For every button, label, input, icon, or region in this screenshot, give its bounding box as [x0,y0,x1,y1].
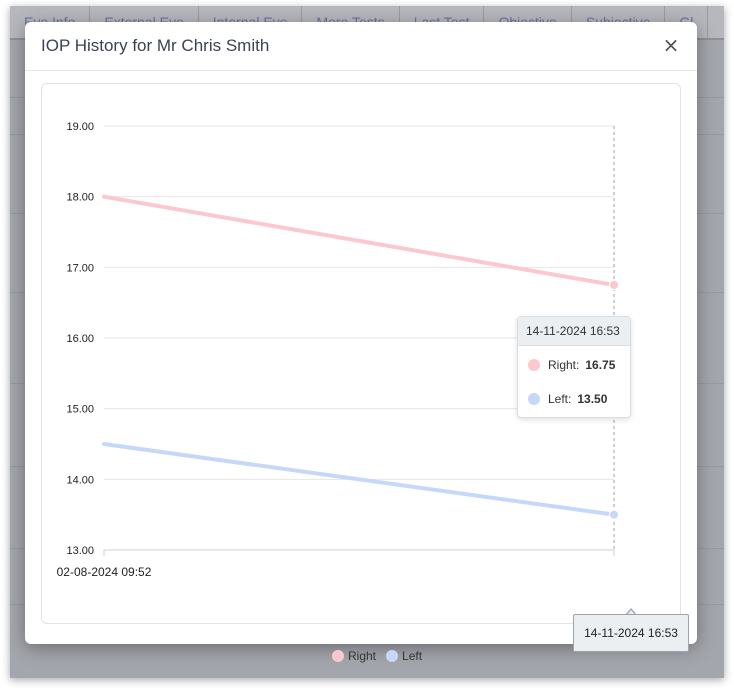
tooltip-right-value: 16.75 [585,358,616,372]
legend-left-dot [386,650,399,662]
close-button[interactable]: × [659,33,683,57]
tooltip-left-value: 13.50 [577,392,608,406]
y-tick-label: 18.00 [66,192,94,204]
y-tick-label: 13.00 [66,545,94,557]
tooltip-row-right: Right: 16.75 [528,357,615,373]
tooltip-title: 14-11-2024 16:53 [518,317,630,346]
y-tick-label: 19.00 [66,121,94,133]
legend-item-right[interactable]: Right [332,649,376,663]
tooltip-left-dot [528,393,540,405]
y-tick-label: 14.00 [66,474,94,486]
iop-history-modal: IOP History for Mr Chris Smith × 13.00 14… [25,22,697,663]
x-axis-tooltip-arrow-inner [626,610,636,616]
y-axis: 13.00 14.00 15.00 16.00 17.00 18.00 19.00 [66,121,94,557]
series-lines [102,194,619,520]
legend-item-left[interactable]: Left [386,649,422,663]
legend-right-label: Right [348,649,377,663]
tooltip-right-dot [528,359,540,371]
tooltip-row-left: Left: 13.50 [528,391,607,407]
series-line-right [102,194,616,287]
series-line-left [102,442,616,517]
data-point-left [609,509,619,520]
legend-left-label: Left [402,649,423,663]
y-tick-label: 15.00 [66,404,94,416]
y-tick-label: 16.00 [66,333,94,345]
data-point-right [609,280,619,290]
x-axis: 02-08-2024 09:52 [57,549,615,579]
chart-card: 13.00 14.00 15.00 16.00 17.00 18.00 19.00 02-0… [41,83,689,663]
tooltip-left-label: Left: [548,392,572,406]
grid-lines [104,125,614,480]
data-tooltip: 14-11-2024 16:53 Right: 16.75 Left: 13.50 [517,316,631,418]
legend-right-dot [332,650,344,662]
y-tick-label: 17.00 [66,262,94,274]
chart-legend: Right Left [332,648,422,664]
x-tick-label: 02-08-2024 09:52 [57,565,152,579]
modal-header: IOP History for Mr Chris Smith × [25,22,697,71]
x-axis-tooltip: 14-11-2024 16:53 [573,614,689,652]
tooltip-right-label: Right: [548,358,580,372]
modal-title: IOP History for Mr Chris Smith [41,36,270,55]
